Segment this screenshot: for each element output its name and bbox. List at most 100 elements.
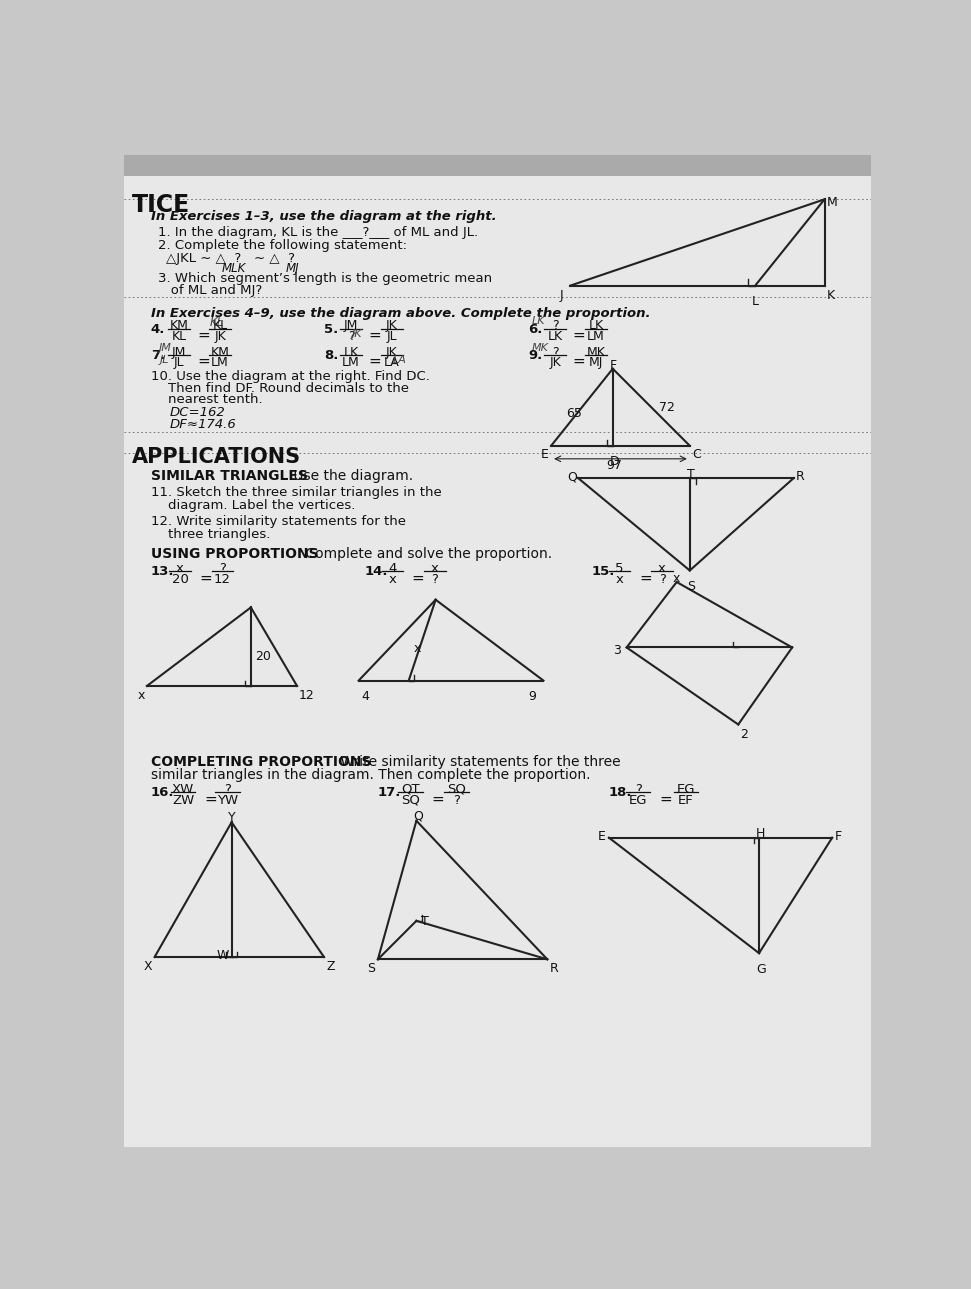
Text: ?: ? [348, 330, 354, 343]
Text: JK: JK [215, 330, 226, 343]
Text: 15.: 15. [592, 565, 616, 577]
Text: x: x [176, 562, 184, 575]
Text: 4.: 4. [151, 322, 165, 335]
Text: USING PROPORTIONS: USING PROPORTIONS [151, 548, 318, 562]
Text: ?: ? [453, 794, 460, 807]
Text: 2: 2 [741, 727, 749, 741]
Text: Y: Y [228, 812, 235, 825]
Text: =: = [369, 354, 382, 369]
Text: LK: LK [548, 330, 562, 343]
Text: =: = [573, 327, 586, 343]
Text: 12: 12 [299, 690, 315, 703]
Text: DC=162: DC=162 [170, 406, 225, 419]
Text: ?: ? [431, 572, 438, 585]
Text: 12. Write similarity statements for the: 12. Write similarity statements for the [151, 516, 406, 528]
Text: M: M [827, 196, 838, 209]
Text: △JKL ∼ △  ?   ∼ △  ?: △JKL ∼ △ ? ∼ △ ? [166, 253, 295, 266]
Text: E: E [598, 830, 606, 843]
Text: 5: 5 [616, 562, 624, 575]
Text: LK: LK [532, 316, 546, 326]
Text: COMPLETING PROPORTIONS: COMPLETING PROPORTIONS [151, 755, 371, 770]
Text: ?: ? [552, 320, 558, 333]
Text: MJ: MJ [285, 262, 299, 275]
Text: JL: JL [174, 357, 184, 370]
Text: 16.: 16. [151, 786, 174, 799]
Text: =: = [432, 793, 445, 807]
Text: =: = [659, 793, 673, 807]
Text: APPLICATIONS: APPLICATIONS [131, 447, 301, 468]
Text: KL: KL [210, 316, 224, 330]
Text: C: C [692, 449, 701, 461]
Text: QT: QT [401, 782, 419, 797]
Text: 3: 3 [613, 644, 620, 657]
Text: ZW: ZW [172, 794, 194, 807]
Text: XW: XW [172, 782, 194, 797]
Text: JM: JM [172, 345, 186, 358]
Text: LM: LM [586, 330, 605, 343]
Text: LA: LA [392, 354, 407, 365]
Text: KM: KM [170, 320, 188, 333]
Text: X: X [144, 960, 152, 973]
Text: =: = [205, 793, 218, 807]
Text: EF: EF [678, 794, 693, 807]
Text: 4: 4 [388, 562, 397, 575]
Text: F: F [610, 358, 617, 371]
Text: SQ: SQ [447, 782, 466, 797]
Text: x: x [138, 690, 145, 703]
Text: MLK: MLK [221, 262, 246, 275]
Text: LM: LM [342, 357, 360, 370]
Text: SQ: SQ [401, 794, 419, 807]
Text: 4: 4 [361, 690, 369, 703]
Text: G: G [756, 963, 766, 976]
Text: YW: YW [218, 794, 238, 807]
Text: KM: KM [211, 345, 229, 358]
Text: of ML and MJ?: of ML and MJ? [158, 284, 263, 296]
Text: ?: ? [635, 782, 642, 797]
Text: R: R [550, 963, 558, 976]
Text: T: T [421, 915, 429, 928]
Text: 1. In the diagram, KL is the ___?___ of ML and JL.: 1. In the diagram, KL is the ___?___ of … [158, 226, 479, 238]
Text: JM: JM [158, 343, 171, 353]
Text: H: H [756, 826, 765, 840]
Text: x: x [616, 572, 623, 585]
Text: =: = [197, 327, 210, 343]
Text: Write similarity statements for the three: Write similarity statements for the thre… [336, 755, 620, 770]
Text: SIMILAR TRIANGLES: SIMILAR TRIANGLES [151, 469, 308, 483]
Text: ?: ? [658, 572, 665, 585]
Text: =: = [412, 571, 424, 586]
Text: JK: JK [385, 345, 398, 358]
Text: x: x [658, 562, 666, 575]
Text: EG: EG [677, 782, 695, 797]
Text: 9.: 9. [528, 349, 542, 362]
Text: KL: KL [213, 320, 227, 333]
Text: =: = [573, 354, 586, 369]
Text: EG: EG [629, 794, 648, 807]
Text: nearest tenth.: nearest tenth. [151, 393, 262, 406]
Text: =: = [369, 327, 382, 343]
Text: MJ: MJ [588, 357, 603, 370]
Text: 12: 12 [214, 572, 231, 585]
Text: x: x [431, 562, 439, 575]
Text: JM: JM [344, 320, 358, 333]
Text: MK: MK [586, 345, 605, 358]
Text: S: S [367, 963, 375, 976]
Text: 5.: 5. [324, 322, 338, 335]
Text: 72: 72 [659, 401, 675, 414]
Text: LM: LM [211, 357, 229, 370]
Text: J: J [559, 289, 563, 302]
Text: x: x [673, 572, 681, 585]
Text: 14.: 14. [365, 565, 388, 577]
Text: LK: LK [588, 320, 603, 333]
Text: 11. Sketch the three similar triangles in the: 11. Sketch the three similar triangles i… [151, 486, 442, 499]
Text: 3. Which segment’s length is the geometric mean: 3. Which segment’s length is the geometr… [158, 272, 492, 285]
Text: ?: ? [552, 345, 558, 358]
Text: W: W [217, 949, 228, 963]
Text: three triangles.: three triangles. [151, 528, 270, 541]
Text: =: = [197, 354, 210, 369]
Text: 10. Use the diagram at the right. Find DC.: 10. Use the diagram at the right. Find D… [151, 370, 429, 383]
Text: Q: Q [414, 809, 423, 822]
Text: Z: Z [326, 960, 335, 973]
Text: DF≈174.6: DF≈174.6 [170, 418, 237, 431]
Text: 6.: 6. [528, 322, 543, 335]
Text: x: x [388, 572, 396, 585]
